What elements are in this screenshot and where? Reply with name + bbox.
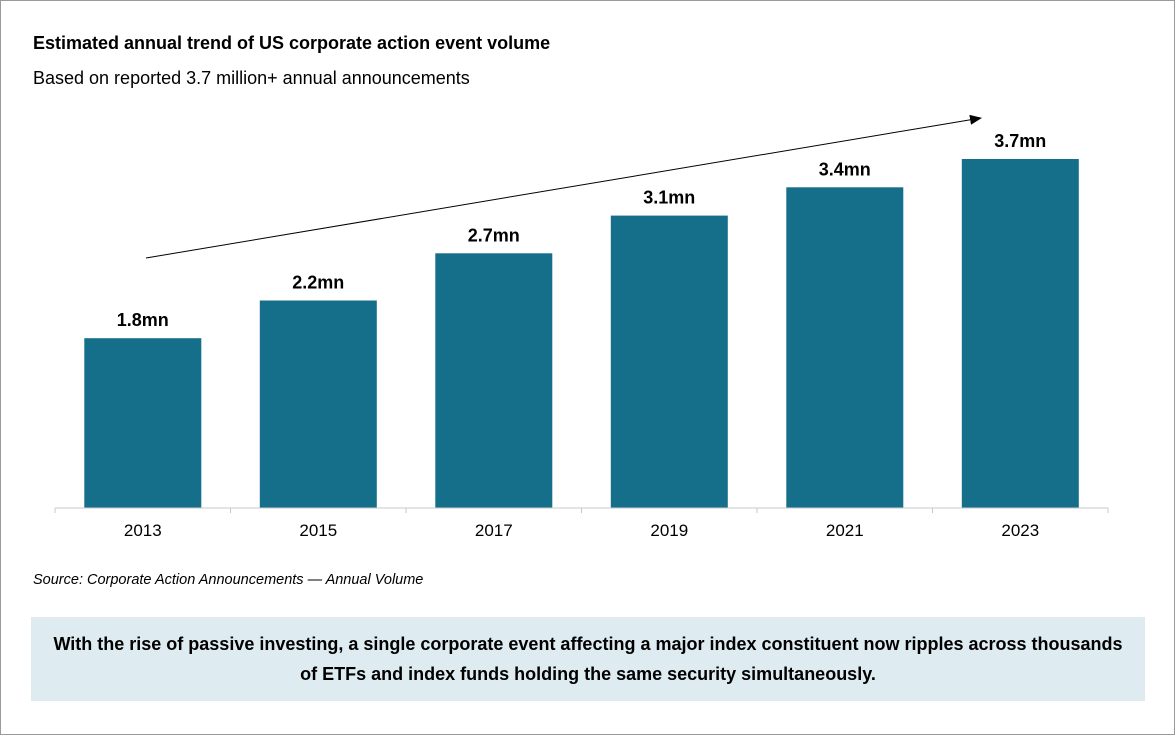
- callout-box: With the rise of passive investing, a si…: [31, 617, 1145, 701]
- bar-2013: [84, 338, 202, 508]
- bar-chart: 1.8mn 2.2mn 2.7mn 3.1mn 3.4mn 3.7mn 2013 2015 2…: [54, 114, 1109, 540]
- x-tick-label-2015: 2015: [299, 521, 337, 540]
- x-tick-label-2023: 2023: [1001, 521, 1039, 540]
- chart-title: Estimated annual trend of US corporate a…: [33, 33, 551, 53]
- x-tick-label-2017: 2017: [475, 521, 513, 540]
- value-label-2023: 3.7mn: [994, 131, 1046, 151]
- bar-2023: [961, 159, 1079, 508]
- bar-2019: [610, 215, 728, 508]
- x-tick-label-2013: 2013: [124, 521, 162, 540]
- value-label-2013: 1.8mn: [117, 310, 169, 330]
- bar-2015: [259, 300, 377, 508]
- value-label-2015: 2.2mn: [292, 273, 344, 293]
- source-note: Source: Corporate Action Announcements —…: [33, 572, 424, 588]
- value-label-2019: 3.1mn: [643, 188, 695, 208]
- x-tick-label-2019: 2019: [650, 521, 688, 540]
- bar-2021: [786, 187, 904, 509]
- bar-2017: [435, 253, 553, 508]
- chart-subtitle: Based on reported 3.7 million+ annual an…: [33, 68, 470, 88]
- value-label-2021: 3.4mn: [819, 159, 871, 179]
- value-label-2017: 2.7mn: [468, 225, 520, 245]
- trend-arrow: [145, 114, 982, 259]
- callout-text: With the rise of passive investing, a si…: [53, 634, 1123, 684]
- x-tick-label-2021: 2021: [826, 521, 864, 540]
